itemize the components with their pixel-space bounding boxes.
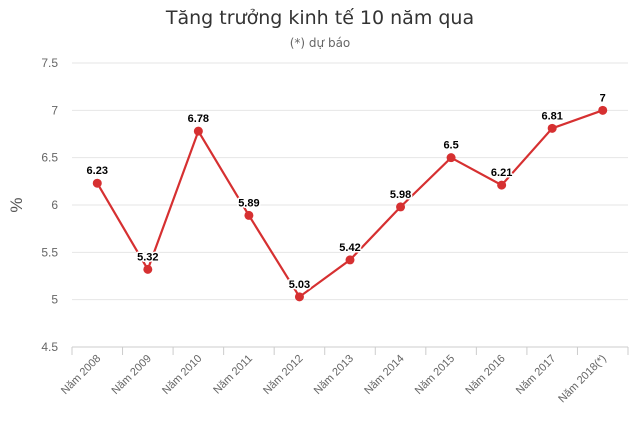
x-tick-label: Năm 2015: [413, 353, 457, 397]
data-point: [396, 202, 406, 212]
data-label: 6.81: [541, 110, 562, 122]
data-label: 7: [600, 92, 606, 104]
x-tick-label: Năm 2012: [261, 353, 305, 397]
data-point: [294, 292, 304, 302]
data-label: 6.78: [188, 113, 209, 125]
y-tick-label: 7.5: [41, 56, 58, 70]
chart-title: Tăng trưởng kinh tế 10 năm qua: [165, 7, 475, 29]
x-tick-label: Năm 2017: [514, 353, 558, 397]
y-axis-label: %: [7, 197, 26, 212]
data-point: [143, 264, 153, 274]
x-tick-label: Năm 2013: [312, 353, 356, 397]
data-label: 5.98: [390, 189, 411, 201]
data-point: [547, 123, 557, 133]
y-tick-label: 7: [51, 103, 58, 117]
x-tick-label: Năm 2008: [59, 353, 103, 397]
y-tick-label: 5: [51, 293, 58, 307]
x-tick-label: Năm 2014: [362, 353, 406, 397]
data-point: [193, 126, 203, 136]
data-label: 6.5: [443, 140, 458, 152]
data-point: [92, 178, 102, 188]
data-point: [497, 180, 507, 190]
data-point: [345, 255, 355, 265]
data-point: [244, 210, 254, 220]
x-tick-label: Năm 2018(*): [556, 353, 609, 406]
y-tick-label: 5.5: [41, 245, 58, 259]
y-tick-label: 6.5: [41, 151, 58, 165]
y-tick-label: 6: [51, 198, 58, 212]
x-tick-label: Năm 2009: [110, 353, 154, 397]
chart-subtitle: (*) dự báo: [289, 36, 351, 50]
x-tick-label: Năm 2016: [463, 353, 507, 397]
y-tick-label: 4.5: [41, 340, 58, 354]
x-tick-label: Năm 2011: [211, 353, 255, 397]
data-label: 5.42: [339, 242, 360, 254]
data-label: 5.03: [289, 279, 310, 291]
data-label: 6.21: [491, 167, 512, 179]
x-tick-label: Năm 2010: [160, 353, 204, 397]
data-point: [598, 105, 608, 115]
data-label: 5.89: [238, 197, 259, 209]
data-label: 5.32: [137, 251, 158, 263]
data-point: [446, 153, 456, 163]
series-line: [96, 109, 604, 299]
data-label: 6.23: [87, 165, 108, 177]
